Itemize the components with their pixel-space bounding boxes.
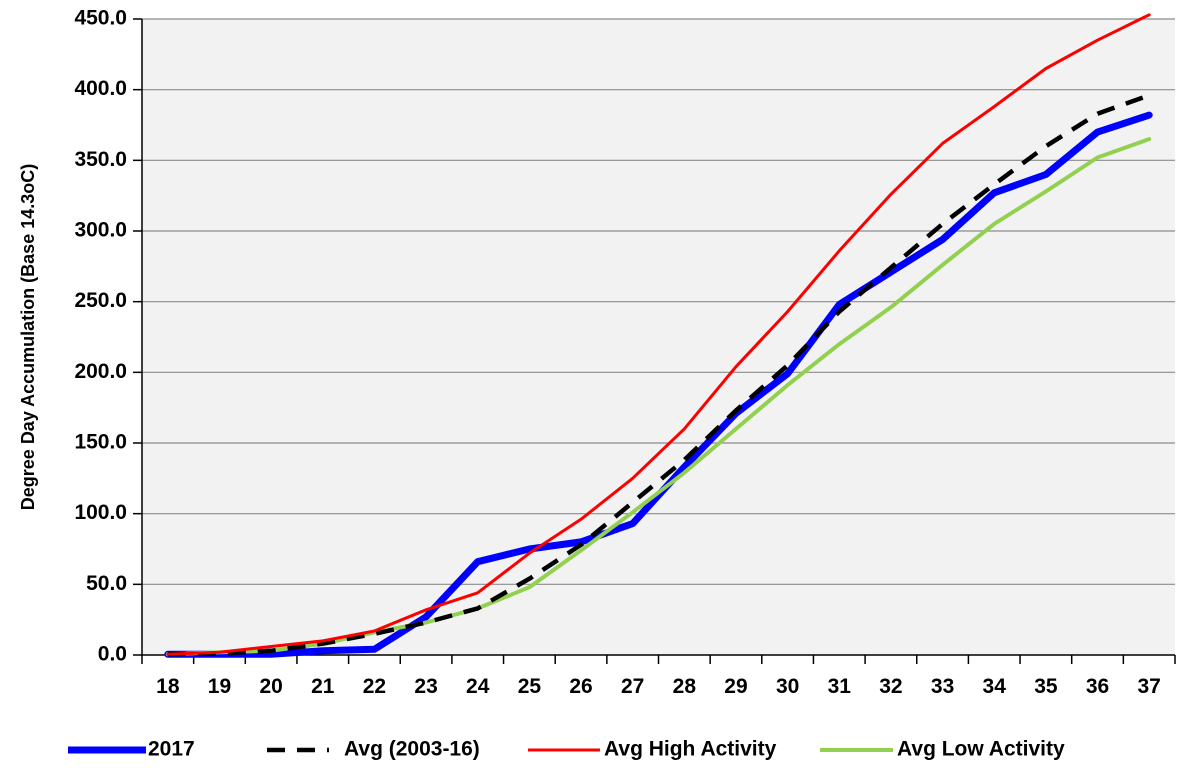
x-tick-label: 24 (466, 675, 490, 698)
series-line-avg-high-activity (166, 13, 1151, 656)
plot-area (142, 19, 1175, 655)
x-tick-label: 36 (1086, 675, 1109, 698)
y-axis-title: Degree Day Accumulation (Base 14.3oC) (18, 164, 38, 510)
x-tick-label: 20 (259, 675, 282, 698)
legend-label: Avg (2003-16) (344, 738, 480, 761)
x-tick-label: 31 (828, 675, 852, 698)
x-tick-label: 33 (931, 675, 954, 698)
x-tick-label: 28 (673, 675, 697, 698)
series-line-avg-2003-16 (167, 93, 1150, 657)
y-tick-label: 400.0 (74, 77, 127, 100)
legend-label: Avg Low Activity (897, 738, 1065, 761)
y-tick-label: 50.0 (86, 572, 127, 595)
x-tick-label: 34 (983, 675, 1007, 698)
x-tick-label: 22 (363, 675, 386, 698)
y-tick-label: 150.0 (74, 431, 127, 454)
x-tick-label: 23 (414, 675, 437, 698)
y-tick-label: 200.0 (74, 360, 127, 383)
series-line-2017 (164, 111, 1153, 658)
y-tick-label: 350.0 (74, 148, 127, 171)
x-tick-label: 27 (621, 675, 644, 698)
series-lines (164, 13, 1153, 658)
x-tick-label: 35 (1034, 675, 1058, 698)
x-tick-labels: 18 19 20 21 22 23 24 25 26 27 28 29 30 31 32 33 34 35 36 37 (156, 675, 1161, 698)
y-tick-labels: 0.0 50.0 100.0 150.0 200.0 250.0 300.0 350.0 400… (74, 7, 127, 666)
x-tick-label: 30 (776, 675, 799, 698)
legend: 2017 Avg (2003-16) Avg High Activity Avg Lo… (68, 738, 1065, 761)
x-tick-label: 26 (569, 675, 592, 698)
x-tick-label: 19 (208, 675, 231, 698)
legend-label: Avg High Activity (604, 738, 777, 761)
x-tick-label: 25 (518, 675, 542, 698)
legend-label: 2017 (148, 738, 195, 761)
y-tick-label: 0.0 (98, 643, 127, 666)
y-tick-label: 450.0 (74, 7, 127, 30)
x-tick-label: 21 (311, 675, 335, 698)
y-tick-label: 300.0 (74, 219, 127, 242)
x-tick-label: 29 (724, 675, 747, 698)
x-tick-label: 32 (879, 675, 902, 698)
x-tick-label: 18 (156, 675, 180, 698)
x-tick-label: 37 (1137, 675, 1160, 698)
y-tick-label: 250.0 (74, 289, 127, 312)
gridlines (142, 18, 1175, 585)
y-tick-label: 100.0 (74, 501, 127, 524)
axes (133, 18, 1176, 664)
